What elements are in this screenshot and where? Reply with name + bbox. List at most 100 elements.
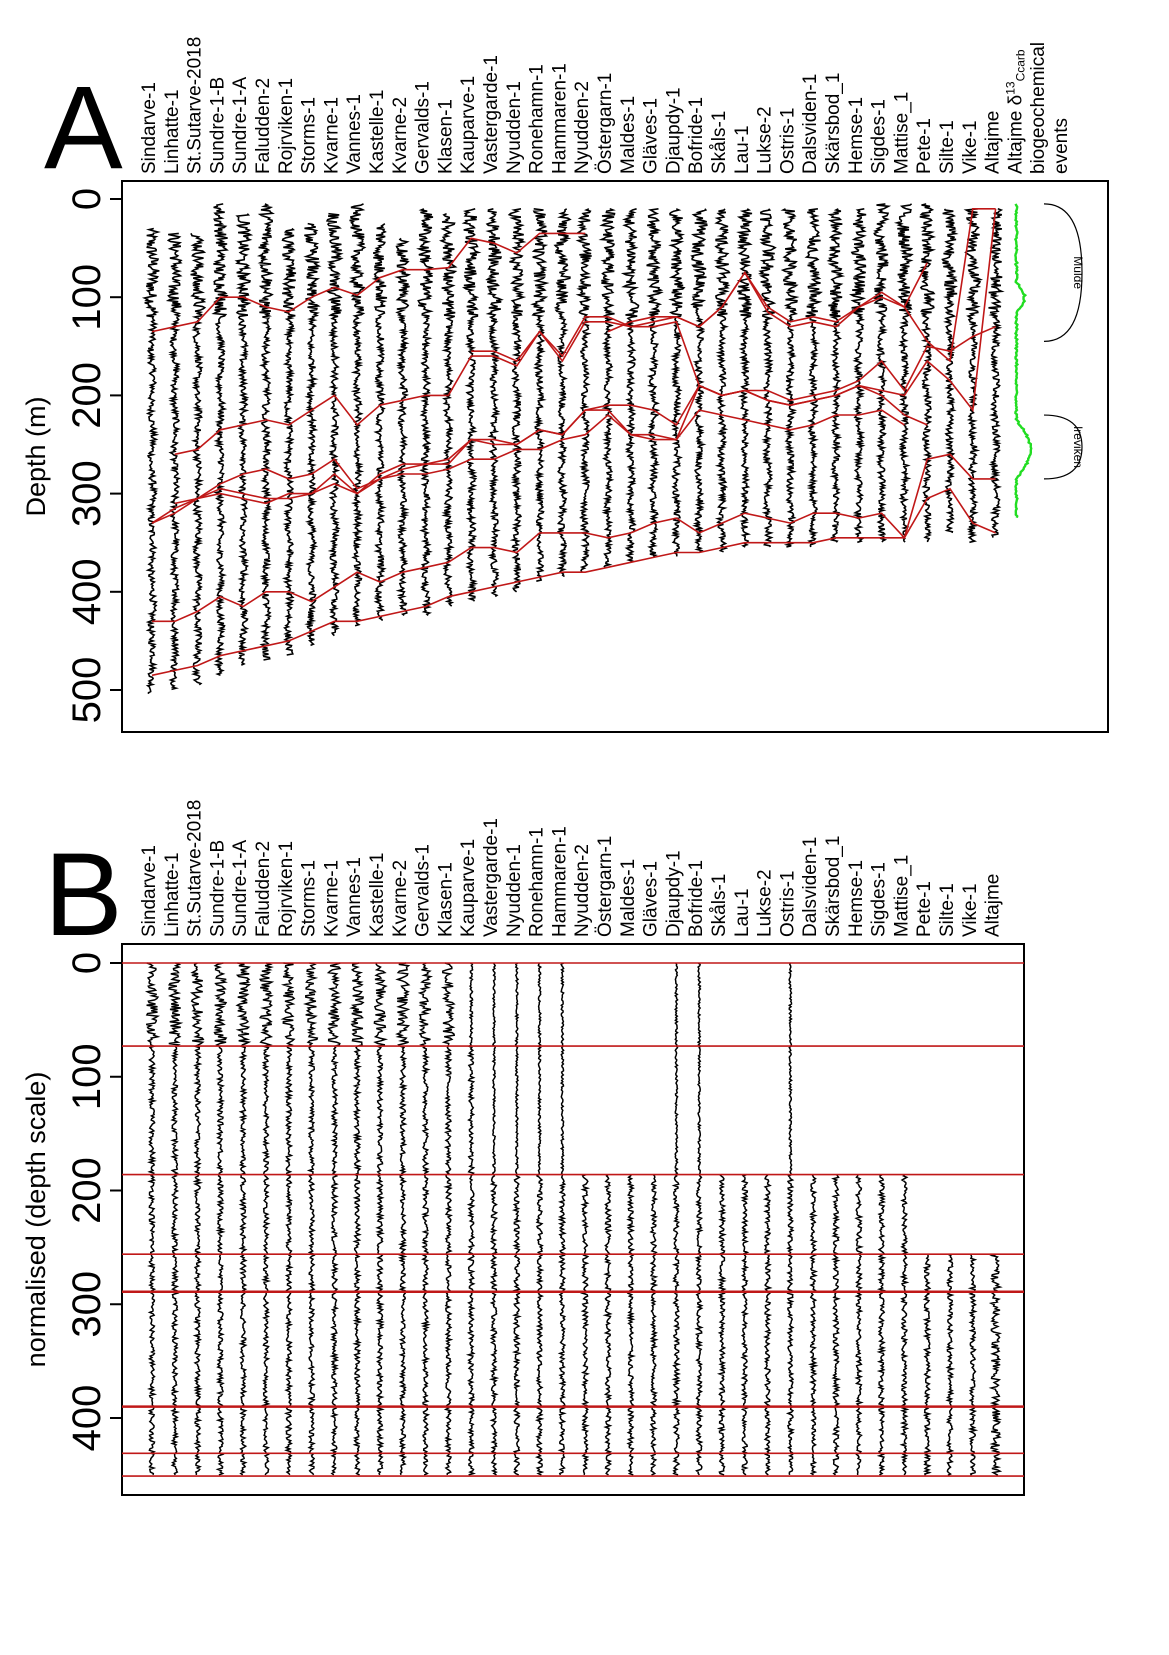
well-log-trace [417,962,434,1476]
well-log-trace [235,962,252,1476]
correlation-surface [174,320,996,456]
well-label: Silte-1 [937,120,958,174]
well-log-trace [694,962,704,1476]
well-label: Gläves-1 [641,98,662,174]
well-label: Djaupdy-1 [663,850,684,937]
well-label: Silte-1 [937,883,958,937]
well-label: Östergarn-1 [595,836,616,937]
event-bracket [1043,414,1083,480]
well-label: Lau-1 [732,125,753,174]
well-label: Hammaren-1 [549,63,570,174]
well-label: Pete-1 [914,118,935,174]
well-log-trace [785,962,796,1476]
well-label: Linhatte-1 [162,852,183,937]
well-label: Lau-1 [732,888,753,937]
well-label: Vastergarde-1 [481,55,502,174]
well-label: Maldes-1 [618,859,639,937]
well-log-trace [922,1254,932,1476]
y-tick-label: 200 [65,362,109,429]
well-log-trace [668,208,686,557]
well-log-trace [988,208,1005,538]
well-label: Rojrviken-1 [276,78,297,174]
panel-a-letter: A [44,62,123,194]
well-log-trace [281,227,297,656]
well-log-trace [530,208,550,582]
well-label: Mattise_1 [891,855,912,937]
well-label: Vastergarde-1 [481,818,502,937]
well-log-trace [303,962,319,1476]
well-label: Vannes-1 [344,94,365,174]
event-label: Mulde [1071,256,1085,289]
well-log-trace [395,962,411,1476]
well-log-trace [485,208,504,598]
well-log-trace [598,208,616,568]
well-label: Ronehamn-1 [527,827,548,937]
well-label: Kastelle-1 [367,90,388,175]
correlation-surface [151,232,586,333]
well-log-trace [762,1174,773,1476]
well-log-trace [758,208,777,548]
well-log-trace [646,208,664,558]
well-label: Sigdes-1 [869,99,890,174]
y-axis-label: normalised (depth scale) [21,1072,51,1368]
well-log-trace [371,222,388,621]
y-tick-label: 0 [65,952,109,974]
d13c-curve [1013,203,1033,519]
y-tick-label: 0 [65,188,109,210]
correlation-surface [607,262,928,333]
well-log-trace [848,208,867,544]
well-log-trace [557,962,567,1476]
y-tick-label: 100 [65,1043,109,1110]
well-label: Kvarne-1 [321,97,342,174]
well-label: Faludden-2 [253,841,274,937]
well-log-trace [575,208,592,573]
y-tick-label: 100 [65,264,109,331]
well-log-trace [620,208,640,563]
y-axis-label: Depth (m) [21,396,51,516]
well-label: Lukse-2 [755,869,776,937]
well-label: Gläves-1 [641,861,662,937]
well-label: Maldes-1 [618,96,639,174]
well-log-trace [144,962,161,1476]
well-label: Pete-1 [914,881,935,937]
well-log-trace [553,208,572,578]
correlation-surface [174,208,997,505]
well-log-trace [780,208,800,548]
event-bracket [1043,203,1083,342]
well-label: Sundre-1-A [230,77,251,174]
well-log-trace [349,962,365,1476]
well-log-trace [189,962,205,1475]
well-log-trace [736,208,754,548]
well-label: Klasen-1 [435,99,456,174]
well-label: Klasen-1 [435,862,456,937]
correlation-surface [471,208,996,363]
y-tick-label: 500 [65,657,109,724]
well-label: Ostris-1 [777,871,798,938]
d13c-column-label: Altajme δ13Ccarb [1003,49,1027,174]
well-label: Storms-1 [299,860,320,937]
well-log-trace [713,208,731,553]
well-log-trace [167,962,184,1476]
well-label: Skåls-1 [709,111,730,174]
well-log-trace [511,962,522,1476]
well-log-trace [141,227,161,694]
well-label: Hemse-1 [846,860,867,937]
well-label: Vike-1 [960,120,981,174]
well-label: Sundre-1-B [207,77,228,174]
well-log-trace [626,1174,637,1476]
well-log-trace [917,203,937,543]
well-log-trace [967,1254,979,1476]
well-label: Altajme [983,111,1004,174]
well-log-trace [716,1174,727,1476]
well-log-trace [373,962,389,1476]
well-label: Rojrviken-1 [276,841,297,937]
well-log-trace [394,237,412,617]
well-label: Storms-1 [299,97,320,174]
well-log-trace [507,208,527,593]
well-label: Nyudden-2 [572,844,593,937]
well-log-trace [488,962,500,1476]
well-log-trace [280,962,296,1476]
panel-a: A0 100 200 300 400 500 Depth (m) Sindarve-1 Linh… [21,37,1109,733]
well-log-trace [893,203,914,543]
well-log-trace [963,208,984,544]
